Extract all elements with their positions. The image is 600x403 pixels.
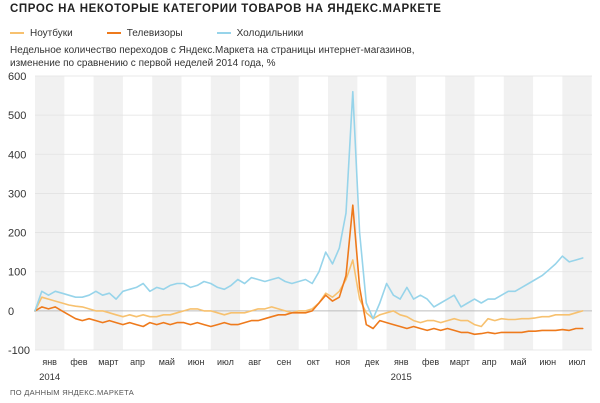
month-band — [210, 76, 241, 350]
x-tick-label: авг — [248, 357, 262, 367]
legend-label-tvs: Телевизоры — [126, 27, 183, 39]
subtitle-line-2: изменение по сравнению с первой неделей … — [10, 58, 276, 69]
y-tick-label: 100 — [8, 267, 26, 279]
x-tick-label: сен — [277, 357, 292, 367]
chart-title: СПРОС НА НЕКОТОРЫЕ КАТЕГОРИИ ТОВАРОВ НА … — [10, 3, 442, 15]
subtitle-line-1: Недельное количество переходов с Яндекс.… — [10, 45, 415, 56]
month-band — [269, 76, 299, 350]
x-tick-label: апр — [482, 357, 497, 367]
x-tick-label: март — [450, 357, 470, 367]
legend-swatch-fridges — [216, 32, 231, 34]
y-tick-label: 300 — [8, 188, 26, 200]
x-tick-label: май — [510, 357, 526, 367]
y-tick-label: 0 — [8, 306, 14, 318]
legend-label-laptops: Ноутбуки — [30, 27, 73, 39]
source-note: ПО ДАННЫМ ЯНДЕКС.МАРКЕТА — [10, 388, 135, 397]
legend-item-tvs: Телевизоры — [106, 26, 183, 40]
x-tick-label: июн — [539, 357, 556, 367]
series-line-fridges — [34, 90, 584, 320]
year-label: 2015 — [391, 372, 412, 383]
x-tick-label: окт — [307, 357, 320, 367]
month-band — [562, 76, 592, 350]
x-tick-label: май — [159, 357, 175, 367]
year-label: 2014 — [39, 372, 60, 383]
x-tick-label: фев — [70, 357, 87, 367]
legend-item-laptops: Ноутбуки — [10, 26, 73, 40]
x-tick-label: март — [98, 357, 118, 367]
x-tick-label: июл — [569, 357, 586, 367]
month-band — [35, 76, 65, 350]
legend: Ноутбуки Телевизоры Холодильники — [10, 26, 337, 40]
x-tick-label: дек — [365, 357, 379, 367]
y-tick-label: 600 — [8, 71, 26, 83]
month-band — [386, 76, 416, 350]
x-tick-label: ноя — [335, 357, 350, 367]
legend-label-fridges: Холодильники — [236, 27, 304, 39]
month-band — [152, 76, 182, 350]
x-tick-label: апр — [130, 357, 145, 367]
legend-item-fridges: Холодильники — [216, 26, 304, 40]
series-line-tvs — [34, 204, 584, 336]
legend-swatch-laptops — [10, 32, 24, 34]
month-band — [503, 76, 534, 350]
y-tick-label: 500 — [8, 110, 26, 122]
x-tick-label: июл — [217, 357, 234, 367]
x-tick-label: фев — [422, 357, 439, 367]
month-band — [93, 76, 123, 350]
y-tick-label: -100 — [8, 345, 30, 357]
legend-swatch-tvs — [106, 32, 121, 34]
chart-subtitle: Недельное количество переходов с Яндекс.… — [10, 44, 570, 70]
x-tick-label: янв — [394, 357, 409, 367]
x-tick-label: июн — [188, 357, 205, 367]
y-tick-label: 400 — [8, 149, 26, 161]
y-tick-label: 200 — [8, 228, 26, 240]
series-line-laptops — [34, 259, 584, 328]
x-tick-label: янв — [42, 357, 57, 367]
month-band — [445, 76, 475, 350]
